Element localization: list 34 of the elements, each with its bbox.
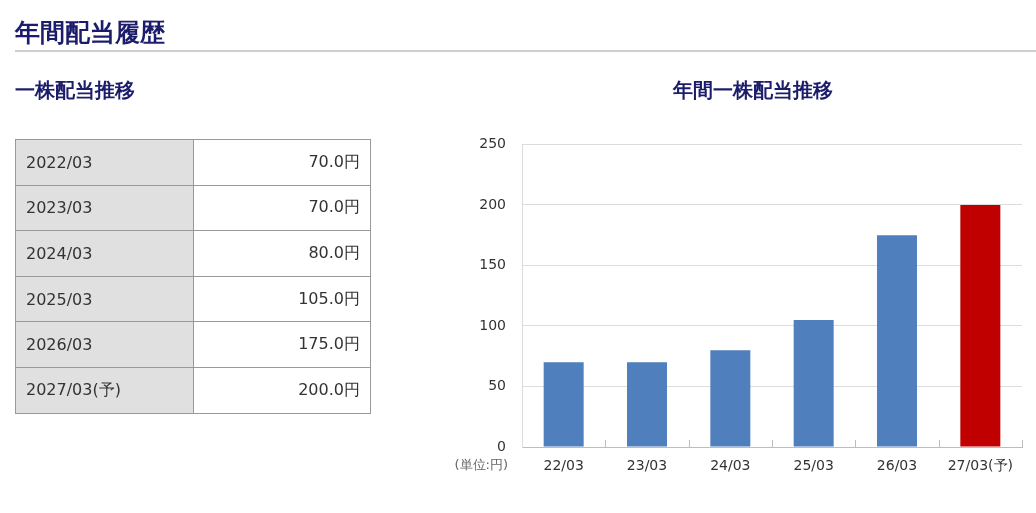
- chart-title: 年間一株配当推移: [671, 78, 834, 102]
- bar: [710, 350, 751, 447]
- text: 年間配当履歴: [15, 18, 165, 48]
- category-label: 2024/03: [15, 230, 194, 277]
- bar: [543, 362, 584, 447]
- category-label: 2025/03: [15, 276, 194, 322]
- text: 70.0円: [308, 151, 360, 171]
- text: 80.0円: [308, 242, 360, 262]
- bar: [793, 319, 834, 447]
- text: 105.0円: [298, 288, 360, 308]
- y-tick-label: 100: [479, 316, 506, 333]
- category-label: 2027/03(予): [15, 367, 194, 414]
- category-label: 2023/03: [15, 185, 194, 231]
- text: 175.0円: [298, 334, 360, 354]
- text: (単位:円): [454, 456, 508, 472]
- text: 一株配当推移: [15, 78, 135, 102]
- text: 70.0円: [308, 197, 360, 217]
- y-tick-label: 200: [479, 195, 506, 212]
- category-label: 2026/03: [15, 321, 194, 368]
- y-tick-label: 0: [497, 437, 506, 454]
- y-tick-label: 50: [488, 377, 506, 394]
- x-tick-label: 26/03: [876, 457, 918, 474]
- y-tick-label: 250: [479, 135, 506, 152]
- x-tick-label: 25/03: [793, 457, 834, 474]
- x-tick-label: 27/03(予): [947, 457, 1013, 474]
- category-label: 2022/03: [15, 139, 194, 186]
- x-tick-label: 24/03: [710, 457, 751, 474]
- bar: [877, 235, 917, 447]
- text: 200.0円: [298, 379, 360, 399]
- y-tick-label: 150: [479, 256, 506, 273]
- bar: [627, 362, 667, 447]
- bar: [960, 204, 1001, 447]
- x-tick-label: 22/03: [543, 457, 584, 474]
- x-tick-label: 23/03: [626, 457, 668, 474]
